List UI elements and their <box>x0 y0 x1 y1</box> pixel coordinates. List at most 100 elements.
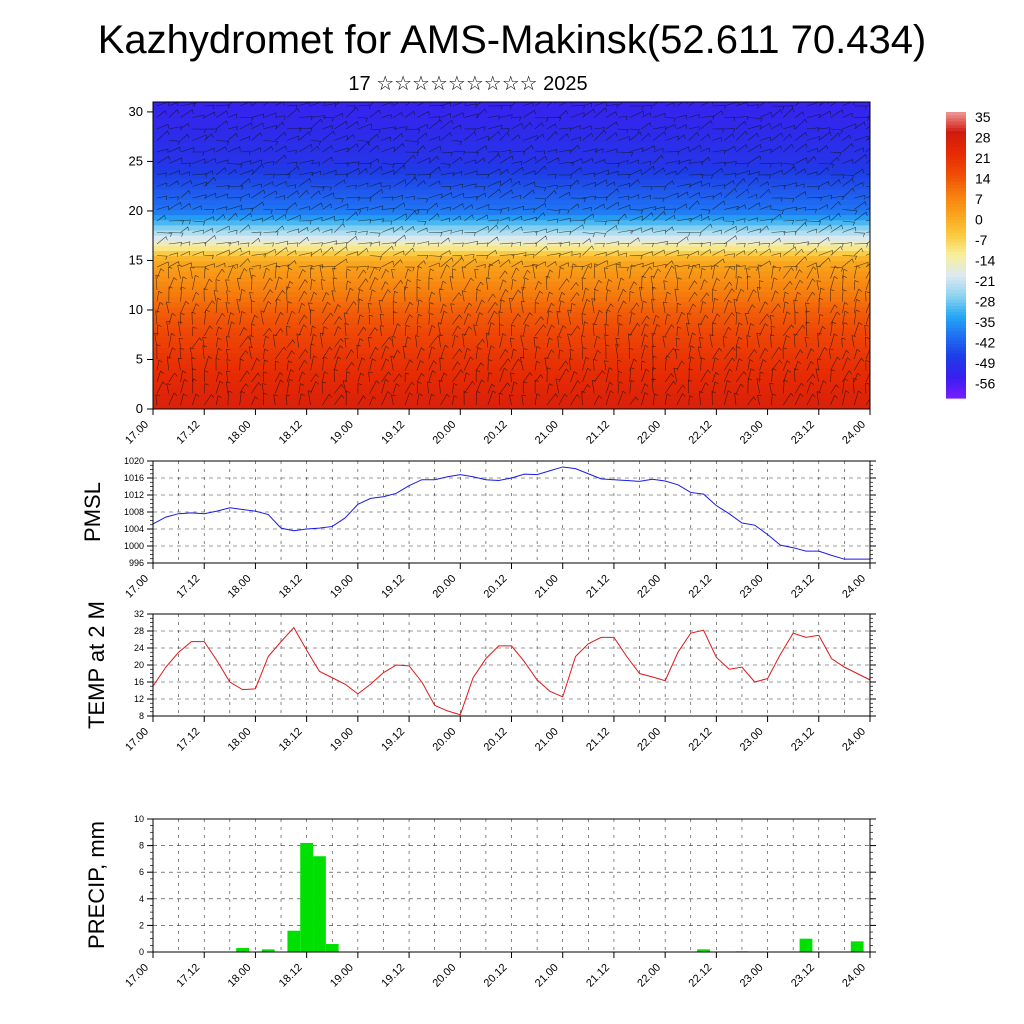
temp-panel: 8 12 16 20 24 28 32 17.00 17.12 18.00 18.12 19.00 19… <box>84 601 876 754</box>
colorbar-swatch <box>946 137 966 142</box>
colorbar-swatch <box>946 353 966 358</box>
colorbar-swatch <box>946 261 966 266</box>
xs-y-tick-label: 0 <box>136 401 143 416</box>
precip-bar <box>287 930 301 952</box>
temp-x-tick-label: 23.00 <box>738 726 766 754</box>
precip-bar <box>850 941 864 952</box>
temperature-band <box>153 291 870 298</box>
temp-y-tick-label: 24 <box>134 643 144 653</box>
colorbar-swatch <box>946 153 966 158</box>
temperature-band <box>153 270 870 277</box>
pmsl-y-tick-label: 1020 <box>124 456 144 466</box>
xs-y-tick-label: 30 <box>129 104 143 119</box>
xs-x-tick-label: 20.12 <box>482 419 510 447</box>
colorbar-swatch <box>946 334 966 339</box>
wind-barb-strokes <box>154 102 870 406</box>
precip-bar <box>799 938 813 952</box>
colorbar-label: 35 <box>975 109 991 125</box>
temperature-band <box>153 337 870 344</box>
temperature-band <box>153 245 870 251</box>
precip-y-tick-label: 8 <box>139 841 144 851</box>
temperature-band <box>153 265 870 272</box>
xs-x-tick-label: 19.00 <box>328 419 356 447</box>
precip-axes: 0 2 4 6 8 10 17.00 17.12 18.00 18.12 19.00 19.12 20.… <box>123 814 876 990</box>
temperature-band <box>153 188 870 195</box>
colorbar-swatch <box>946 270 966 275</box>
colorbar-swatch <box>946 245 966 250</box>
colorbar-swatch <box>946 337 966 342</box>
temp-grid <box>153 614 870 716</box>
colorbar-label: -7 <box>975 232 988 248</box>
colorbar-swatch <box>946 289 966 294</box>
colorbar-swatch <box>946 112 966 116</box>
colorbar-swatch <box>946 242 966 247</box>
colorbar-swatch <box>946 372 966 377</box>
colorbar-swatch <box>946 185 966 189</box>
temperature-band <box>153 102 870 108</box>
pmsl-y-tick-label: 1016 <box>124 473 144 483</box>
colorbar-swatch <box>946 216 966 221</box>
colorbar-swatch <box>946 178 966 183</box>
colorbar-swatch <box>946 274 966 278</box>
temperature-band <box>153 383 870 390</box>
xs-x-tick-label: 17.12 <box>174 419 202 447</box>
temperature-band <box>153 204 870 211</box>
pmsl-x-tick-label: 22.00 <box>635 573 663 601</box>
temperature-band <box>153 224 870 231</box>
temperature-band <box>153 214 870 221</box>
temp-y-tick-label: 28 <box>134 626 144 636</box>
precip-bars <box>236 842 864 952</box>
colorbar-swatch <box>946 235 966 240</box>
colorbar-swatch <box>946 356 966 361</box>
precip-x-tick-label: 17.00 <box>123 962 151 990</box>
temp-x-tick-label: 18.12 <box>277 726 305 754</box>
colorbar-swatch <box>946 127 966 132</box>
colorbar-swatch <box>946 331 966 336</box>
temperature-band <box>153 142 870 149</box>
wind-barbs <box>154 102 870 406</box>
colorbar-swatch <box>946 293 966 297</box>
colorbar-swatch <box>946 140 966 145</box>
precip-x-tick-label: 17.12 <box>174 962 202 990</box>
temperature-band <box>153 357 870 364</box>
xs-y-tick-label: 5 <box>136 351 143 366</box>
temperature-band <box>153 275 870 282</box>
xs-y-tick-label: 15 <box>129 252 143 267</box>
colorbar-swatch <box>946 115 966 119</box>
colorbar-swatch <box>946 363 966 367</box>
precip-x-tick-label: 23.12 <box>789 962 817 990</box>
colorbar-swatch <box>946 359 966 364</box>
temperature-band <box>153 388 870 395</box>
colorbar-legend: 35 28 21 14 7 0 -7 -14 -21 -28 -35 -42 -49 -56 <box>946 109 995 399</box>
xs-x-tick-label: 21.12 <box>584 419 612 447</box>
pmsl-x-tick-label: 22.12 <box>687 573 715 601</box>
colorbar-swatch <box>946 181 966 186</box>
pmsl-y-tick-label: 1012 <box>124 490 144 500</box>
precip-x-tick-label: 18.12 <box>277 962 305 990</box>
temperature-band <box>153 281 870 287</box>
pmsl-x-tick-label: 23.12 <box>789 573 817 601</box>
temperature-band <box>153 368 870 374</box>
chart-subtitle: 17 ☆☆☆☆☆☆☆☆☆ 2025 <box>348 73 588 95</box>
temperature-band <box>153 148 870 154</box>
colorbar-swatch <box>946 312 966 316</box>
temp-y-axis-label: TEMP at 2 M <box>84 601 109 729</box>
colorbar-swatch <box>946 258 966 262</box>
colorbar-swatch <box>946 375 966 380</box>
temp-y-tick-label: 16 <box>134 677 144 687</box>
pmsl-axes: 996 1000 1004 1008 1012 1016 1020 17.00 17.12 18.… <box>123 456 876 601</box>
precip-grid <box>153 819 870 952</box>
colorbar-swatch <box>946 131 966 135</box>
pmsl-x-tick-label: 21.00 <box>533 573 561 601</box>
colorbar-swatch <box>946 239 966 243</box>
temperature-band <box>153 122 870 129</box>
colorbar-swatch <box>946 118 966 123</box>
precip-x-tick-label: 23.00 <box>738 962 766 990</box>
precip-x-tick-label: 20.00 <box>430 962 458 990</box>
colorbar-swatch <box>946 166 966 170</box>
temperature-band <box>153 163 870 170</box>
temp-axes: 8 12 16 20 24 28 32 17.00 17.12 18.00 18.12 19.00 19… <box>123 609 876 754</box>
temp-x-tick-label: 20.12 <box>482 726 510 754</box>
temp-x-tick-label: 17.12 <box>174 726 202 754</box>
temperature-band <box>153 235 870 241</box>
